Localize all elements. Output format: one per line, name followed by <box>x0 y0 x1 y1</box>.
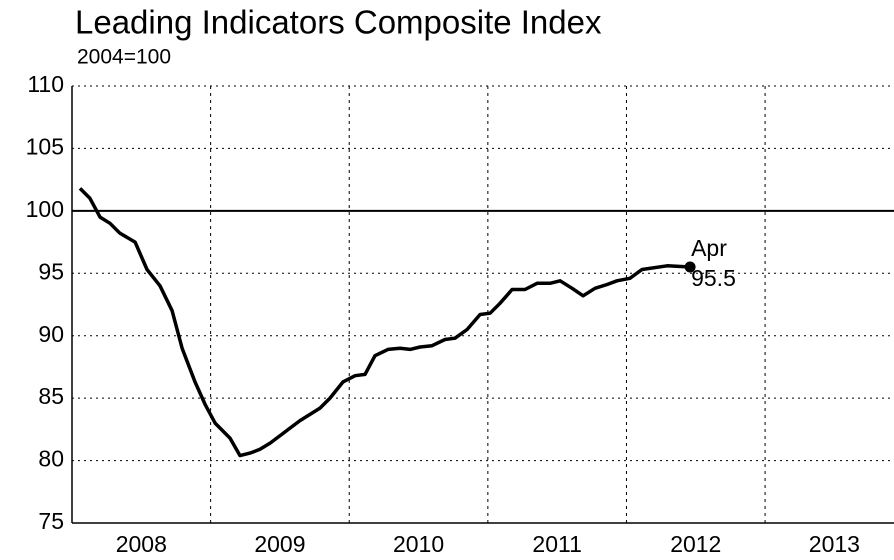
end-point <box>684 261 696 273</box>
y-tick-label: 110 <box>27 71 64 97</box>
y-tick-label: 80 <box>38 446 64 472</box>
annotation: 95.5 <box>691 265 736 291</box>
y-tick-label: 105 <box>26 134 64 160</box>
x-tick-label: 2008 <box>116 531 167 557</box>
y-tick-label: 85 <box>38 383 64 409</box>
series-line <box>78 187 691 458</box>
y-tick-label: 100 <box>26 196 64 222</box>
y-tick-label: 75 <box>38 508 64 534</box>
x-tick-label: 2010 <box>393 531 444 557</box>
x-tick-label: 2009 <box>254 531 305 557</box>
y-tick-label: 95 <box>38 258 64 284</box>
x-tick-label: 2011 <box>532 531 581 557</box>
annotation: Apr <box>691 235 727 261</box>
y-tick-label: 90 <box>38 321 64 347</box>
x-tick-label: 2012 <box>670 531 721 557</box>
chart-title: Leading Indicators Composite Index <box>75 4 602 41</box>
chart-subtitle: 2004=100 <box>77 46 171 69</box>
x-tick-label: 2013 <box>809 531 860 557</box>
